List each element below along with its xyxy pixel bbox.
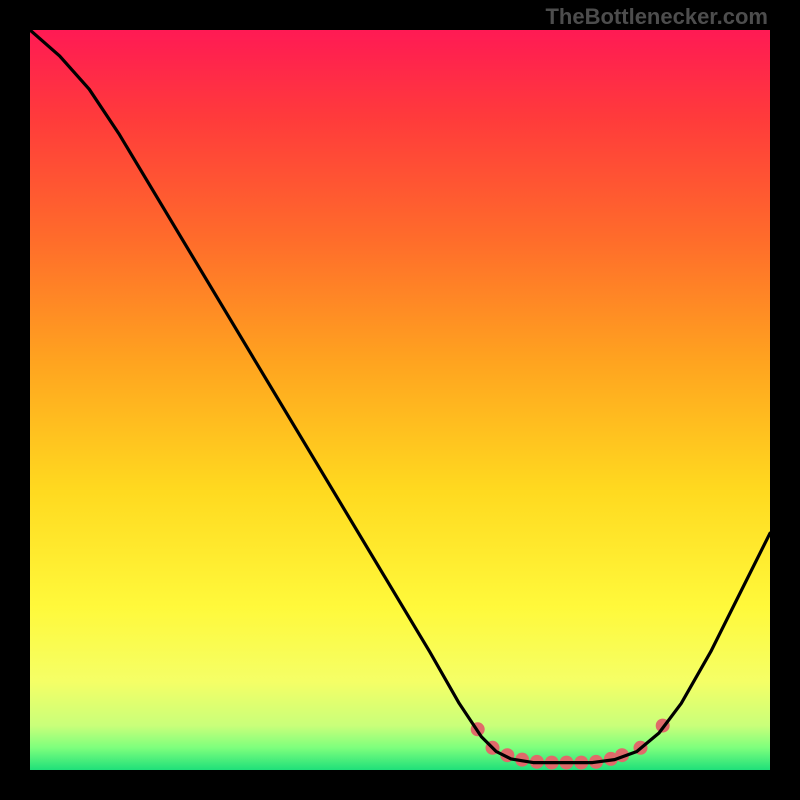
chart-container: TheBottlenecker.com bbox=[0, 0, 800, 800]
watermark-text: TheBottlenecker.com bbox=[545, 4, 768, 30]
plot-area bbox=[30, 30, 770, 770]
gradient-background bbox=[30, 30, 770, 770]
